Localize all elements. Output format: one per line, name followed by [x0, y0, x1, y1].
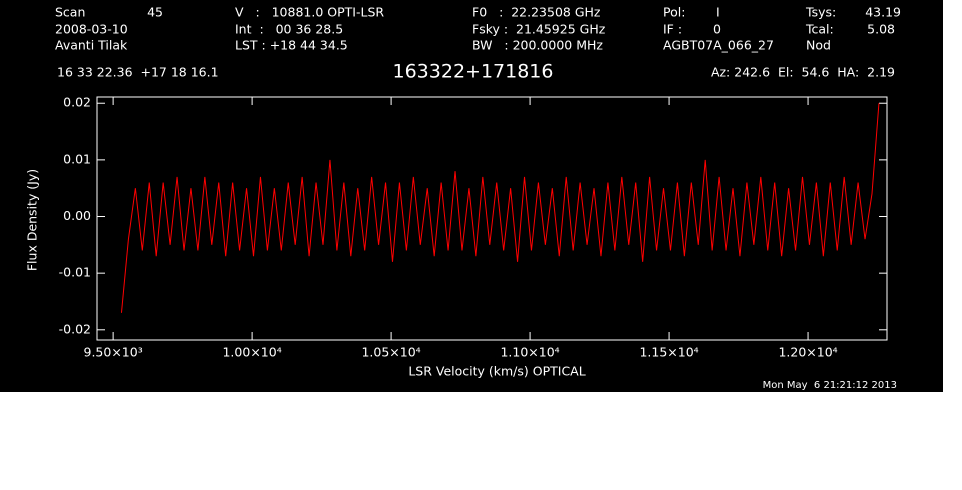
x-tick-label: 1.15×10⁴ — [639, 345, 698, 360]
header-text: Tsys: — [805, 5, 836, 20]
header-text: V : 10881.0 OPTI-LSR — [235, 5, 384, 20]
x-tick-label: 1.20×10⁴ — [778, 345, 837, 360]
chart-title: 163322+171816 — [393, 61, 554, 83]
timestamp: Mon May 6 21:21:12 2013 — [763, 380, 897, 391]
header-text: Fsky : 21.45925 GHz — [472, 22, 606, 37]
x-tick-label: 9.50×10³ — [84, 345, 143, 360]
header-text: Pol: — [663, 5, 685, 20]
x-tick-label: 1.00×10⁴ — [222, 345, 281, 360]
header-text: Az: 242.6 El: 54.6 HA: 2.19 — [711, 65, 895, 80]
plot-frame — [96, 96, 888, 341]
y-tick-label: -0.01 — [59, 265, 91, 280]
header-text: Nod — [806, 38, 831, 53]
header-text: AGBT07A_066_27 — [663, 38, 774, 53]
plot-background — [0, 0, 943, 392]
x-axis-label: LSR Velocity (km/s) OPTICAL — [408, 364, 585, 379]
y-tick-label: -0.02 — [59, 321, 91, 336]
header-text: Scan — [55, 5, 85, 20]
header-text: 45 — [147, 5, 163, 20]
header-text: Int : 00 36 28.5 — [235, 22, 343, 37]
y-tick-label: 0.01 — [63, 151, 91, 166]
header-text: 16 33 22.36 +17 18 16.1 — [57, 65, 219, 80]
x-tick-label: 1.10×10⁴ — [500, 345, 559, 360]
header-text: BW : 200.0000 MHz — [472, 38, 603, 53]
header-text: IF : — [663, 22, 682, 37]
header-text: Tcal: — [805, 22, 834, 37]
header-text: Avanti Tilak — [55, 38, 128, 53]
header-text: I — [716, 5, 720, 20]
spectrum-line — [120, 103, 880, 313]
x-tick-label: 1.05×10⁴ — [361, 345, 420, 360]
header-text: 2008-03-10 — [55, 22, 128, 37]
header-text: 5.08 — [867, 22, 895, 37]
y-tick-label: 0.00 — [63, 208, 91, 223]
y-axis-label: Flux Density (Jy) — [25, 169, 40, 271]
header-text: 43.19 — [865, 5, 901, 20]
header-text: 0 — [713, 22, 721, 37]
header-text: F0 : 22.23508 GHz — [472, 5, 601, 20]
header-text: LST : +18 44 34.5 — [235, 38, 348, 53]
y-tick-label: 0.02 — [63, 95, 91, 110]
